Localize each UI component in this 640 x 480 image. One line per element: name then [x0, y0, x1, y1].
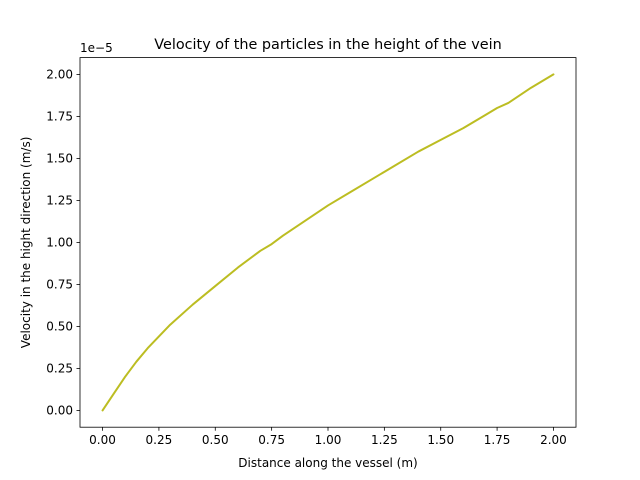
y-axis-ticks: 0.00 0.25 0.50 0.75 1.00 1.25 1.50 1.75 2.00 [46, 68, 80, 418]
chart-title: Velocity of the particles in the height … [154, 37, 501, 53]
y-axis-label: Velocity in the hight direction (m/s) [19, 137, 33, 349]
x-tick-label: 0.50 [202, 433, 229, 447]
x-tick-label: 2.00 [540, 433, 567, 447]
y-tick-label: 0.00 [46, 404, 73, 418]
y-tick-label: 0.50 [46, 320, 73, 334]
x-tick-label: 1.75 [484, 433, 511, 447]
y-tick-label: 2.00 [46, 68, 73, 82]
y-tick-label: 1.75 [46, 110, 73, 124]
x-tick-label: 0.25 [146, 433, 173, 447]
y-tick-label: 1.00 [46, 236, 73, 250]
x-tick-label: 1.00 [315, 433, 342, 447]
velocity-series-line [101, 73, 555, 412]
y-tick-label: 1.50 [46, 152, 73, 166]
x-tick-label: 0.75 [258, 433, 285, 447]
y-tick-label: 0.25 [46, 362, 73, 376]
y-tick-label: 1.25 [46, 194, 73, 208]
x-axis-label: Distance along the vessel (m) [238, 456, 417, 470]
x-tick-label: 1.50 [427, 433, 454, 447]
x-tick-label: 1.25 [371, 433, 398, 447]
y-tick-label: 0.75 [46, 278, 73, 292]
x-tick-label: 0.00 [89, 433, 116, 447]
plot-area [101, 73, 555, 412]
y-offset-label: 1e−5 [80, 41, 113, 55]
axes-frame [79, 57, 577, 428]
x-axis-ticks: 0.00 0.25 0.50 0.75 1.00 1.25 1.50 1.75 2.00 [89, 427, 567, 447]
